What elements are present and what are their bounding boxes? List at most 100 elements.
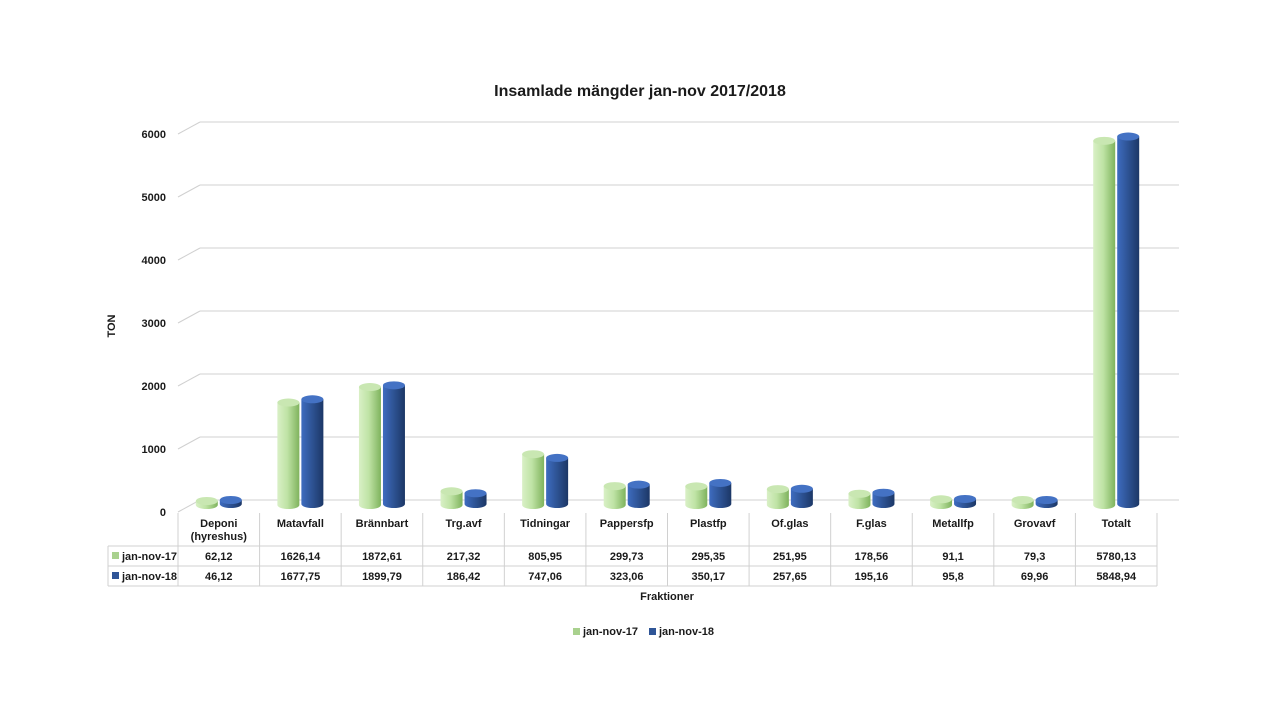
bar-body: [382, 385, 405, 508]
bar-top: [1117, 132, 1140, 141]
gridline-side: [177, 310, 201, 324]
bar-body: [790, 488, 813, 508]
data-label: 195,16: [855, 571, 889, 583]
bar-body: [1093, 140, 1116, 509]
bar-top: [382, 381, 405, 390]
bar-jan-nov-17-0: [195, 497, 218, 509]
data-label: 217,32: [447, 551, 481, 563]
row-key-swatch: [112, 552, 119, 559]
row-key-swatch: [112, 572, 119, 579]
bar-top: [464, 489, 487, 498]
bar-top: [440, 487, 463, 496]
y-tick-label: 1000: [142, 444, 166, 456]
category-label: Brännbart: [356, 518, 409, 530]
y-axis-ticks: 0 1000 2000 3000 4000 5000 6000: [142, 129, 166, 519]
legend-label: jan-nov-17: [582, 626, 638, 638]
data-label: 5780,13: [1096, 551, 1136, 563]
bar-body: [546, 457, 569, 508]
bar-jan-nov-18-11: [1117, 132, 1140, 508]
data-label: 295,35: [691, 551, 725, 563]
bar-top: [685, 482, 708, 491]
bar-jan-nov-18-1: [301, 395, 324, 508]
bar-body: [709, 482, 732, 508]
y-tick-label: 2000: [142, 381, 166, 393]
legend-swatch: [573, 628, 580, 635]
bar-body: [1117, 136, 1140, 508]
bar-body: [603, 486, 626, 509]
data-table: Deponi(hyreshus) Matavfall Brännbart Trg.av…: [107, 513, 1158, 587]
bar-jan-nov-17-5: [603, 482, 626, 509]
y-tick-label: 5000: [142, 192, 166, 204]
bar-top: [930, 495, 953, 504]
bar-jan-nov-17-10: [1011, 496, 1034, 509]
bar-jan-nov-18-4: [546, 453, 569, 508]
bar-body: [872, 492, 895, 508]
bar-top: [872, 488, 895, 497]
data-label: 178,56: [855, 551, 889, 563]
y-tick-label: 6000: [142, 129, 166, 141]
gridline-side: [177, 121, 201, 135]
bar-jan-nov-17-7: [766, 485, 789, 509]
data-label: 1872,61: [362, 551, 402, 563]
x-axis-title: Fraktioner: [640, 591, 695, 603]
data-label: 95,8: [942, 571, 963, 583]
gridlines: [177, 121, 1179, 513]
bar-top: [790, 484, 813, 493]
bar-jan-nov-17-4: [522, 450, 545, 509]
bar-jan-nov-18-3: [464, 489, 487, 508]
data-label: 257,65: [773, 571, 807, 583]
gridline-side: [177, 373, 201, 387]
y-tick-label: 3000: [142, 318, 166, 330]
category-label: Tidningar: [520, 518, 571, 530]
y-axis-title: TON: [106, 314, 118, 337]
data-label: 299,73: [610, 551, 644, 563]
bar-body: [848, 493, 871, 509]
y-tick-label: 0: [160, 507, 166, 519]
bar-jan-nov-18-9: [954, 494, 977, 508]
category-label: Totalt: [1102, 518, 1131, 530]
bar-jan-nov-18-0: [219, 496, 242, 508]
bar-body: [358, 387, 381, 509]
bar-top: [1093, 136, 1116, 145]
category-label: F.glas: [856, 518, 887, 530]
bar-jan-nov-18-10: [1035, 496, 1058, 508]
bar-top: [301, 395, 324, 404]
bar-top: [603, 482, 626, 491]
bar-jan-nov-18-2: [382, 381, 405, 508]
bar-top: [848, 489, 871, 498]
gridline-side: [177, 436, 201, 450]
data-label: 1677,75: [280, 571, 320, 583]
legend: jan-nov-17 jan-nov-18: [573, 626, 714, 638]
row-key-label: jan-nov-18: [121, 571, 177, 583]
category-label: Pappersfp: [600, 518, 654, 530]
data-label: 186,42: [447, 571, 481, 583]
bar-jan-nov-18-8: [872, 488, 895, 508]
bar-top: [522, 450, 545, 459]
category-label: Deponi: [200, 518, 237, 530]
bar-jan-nov-17-2: [358, 383, 381, 509]
bar-jan-nov-17-6: [685, 482, 708, 509]
bar-jan-nov-18-5: [627, 480, 650, 508]
bar-top: [358, 383, 381, 392]
bar-top: [195, 497, 218, 505]
category-label: Trg.avf: [446, 518, 482, 530]
bar-body: [766, 489, 789, 509]
bar-jan-nov-17-11: [1093, 136, 1116, 509]
bar-jan-nov-17-9: [930, 495, 953, 509]
category-label: Metallfp: [932, 518, 974, 530]
bar-top: [766, 485, 789, 494]
gridline-side: [177, 247, 201, 261]
bar-jan-nov-18-6: [709, 478, 732, 508]
bar-top: [277, 398, 300, 407]
bar-body: [522, 454, 545, 509]
bar-jan-nov-18-7: [790, 484, 813, 508]
data-label: 323,06: [610, 571, 644, 583]
data-label: 91,1: [942, 551, 963, 563]
category-label: Of.glas: [771, 518, 808, 530]
bar-jan-nov-17-3: [440, 487, 463, 509]
bar-top: [1035, 496, 1058, 504]
data-label: 69,96: [1021, 571, 1049, 583]
data-label: 805,95: [528, 551, 562, 563]
bar-top: [627, 480, 650, 489]
data-label: 5848,94: [1096, 571, 1137, 583]
